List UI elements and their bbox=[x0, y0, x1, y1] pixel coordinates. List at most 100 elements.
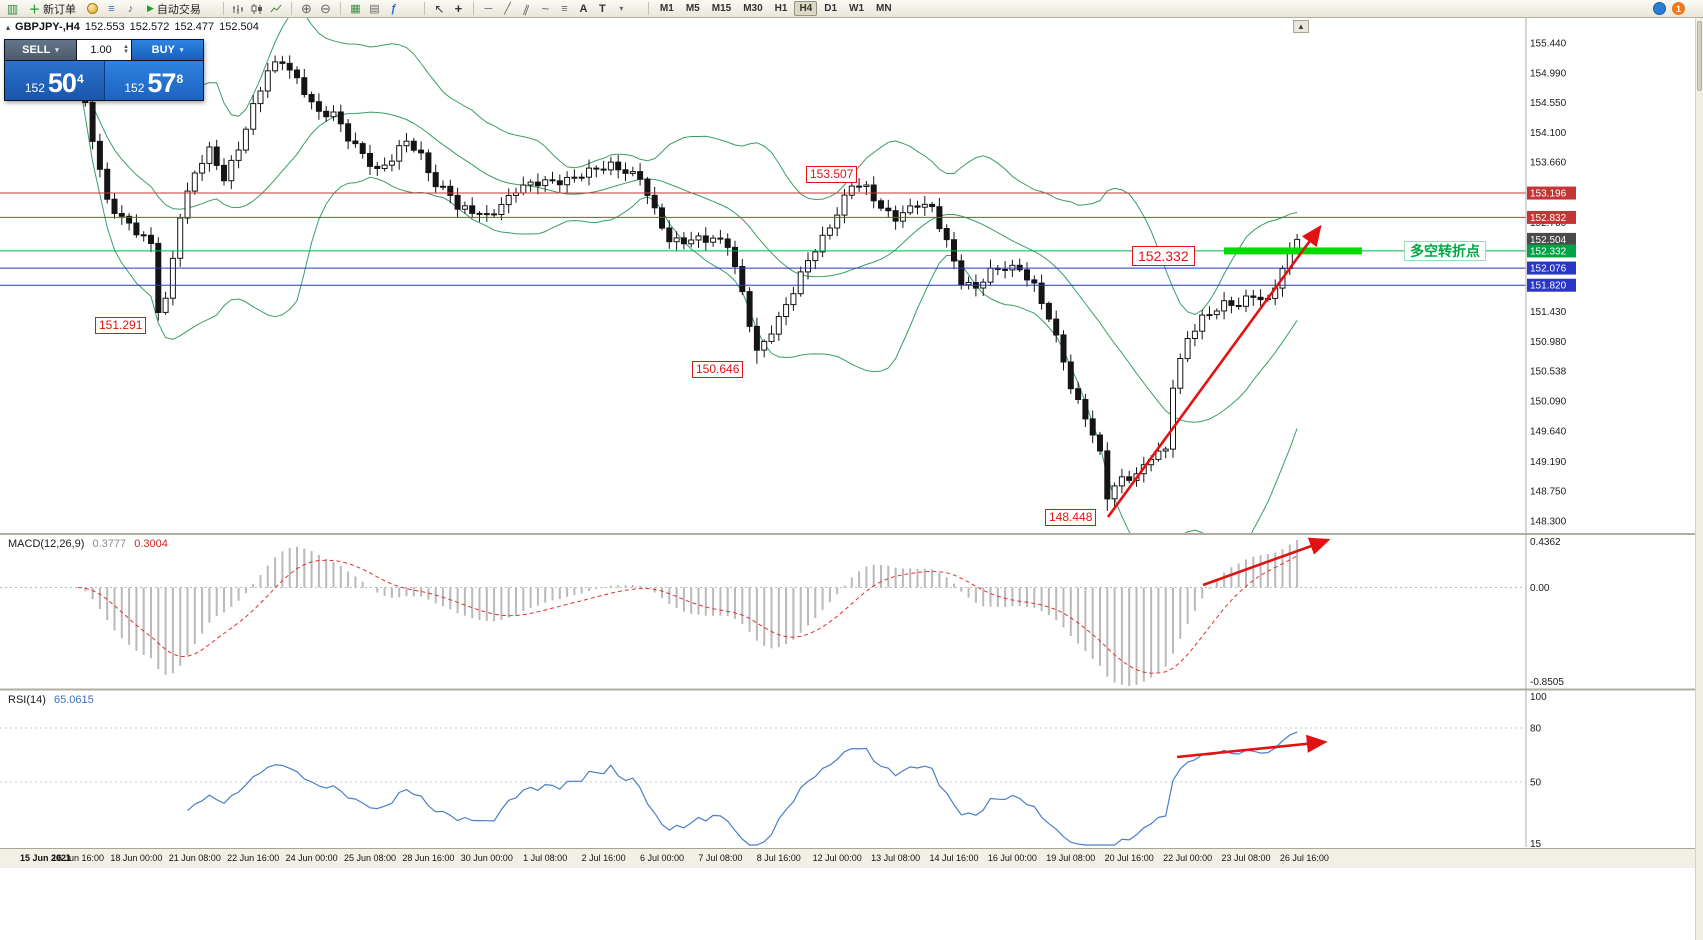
candle-body bbox=[578, 176, 585, 179]
sell-button[interactable]: SELL ▾ bbox=[5, 40, 76, 60]
timeframe-h4[interactable]: H4 bbox=[794, 1, 818, 16]
label-tool-icon[interactable]: T bbox=[599, 2, 606, 15]
candlestick-glyph bbox=[251, 3, 263, 14]
candle-body bbox=[491, 213, 498, 216]
cursor-icon[interactable]: ↖ bbox=[434, 1, 445, 16]
candle-body bbox=[1053, 318, 1060, 336]
buy-price-button[interactable]: 152 57 8 bbox=[104, 61, 203, 100]
timeframe-m30[interactable]: M30 bbox=[738, 1, 767, 16]
horizontal-line-icon[interactable]: ─ bbox=[484, 2, 493, 15]
ohlc-open: 152.553 bbox=[84, 21, 125, 33]
candle-body bbox=[140, 234, 147, 237]
toolbar-separator bbox=[339, 2, 341, 15]
new-order-button[interactable]: ＋ 新订单 bbox=[23, 1, 82, 17]
candle-body bbox=[330, 111, 337, 118]
symbol-period-label: GBPJPY-,H4 bbox=[15, 21, 80, 33]
candle-body bbox=[892, 210, 899, 222]
price-axis-label: 148.750 bbox=[1530, 486, 1567, 497]
macd-main-value: 0.3777 bbox=[92, 538, 127, 550]
vertical-scrollbar[interactable] bbox=[1695, 18, 1703, 940]
price-tag bbox=[1527, 261, 1576, 275]
candle-body bbox=[1250, 295, 1257, 298]
candle-body bbox=[702, 235, 709, 243]
auto-trading-button[interactable]: ▶ 自动交易 bbox=[141, 1, 207, 17]
price-tag-label: 151.820 bbox=[1530, 281, 1567, 292]
zoom-in-icon[interactable]: ⊕ bbox=[300, 0, 312, 16]
market-watch-icon[interactable]: ≡ bbox=[108, 2, 115, 15]
price-tag bbox=[1527, 232, 1576, 246]
express-icon[interactable] bbox=[84, 1, 101, 17]
community-icon[interactable] bbox=[1653, 2, 1666, 15]
scroll-up-button[interactable]: ▲ bbox=[1293, 20, 1309, 33]
buy-price-big: 57 bbox=[147, 68, 176, 98]
time-axis-label: 22 Jun 16:00 bbox=[227, 853, 280, 863]
timeframe-m15[interactable]: M15 bbox=[707, 1, 736, 16]
candle-body bbox=[337, 111, 344, 125]
tile-windows-icon[interactable]: ▦ bbox=[350, 3, 361, 15]
bar-chart-glyph bbox=[233, 4, 244, 14]
scrollbar-thumb[interactable] bbox=[1697, 21, 1702, 91]
candlestick-chart-icon[interactable] bbox=[249, 1, 266, 17]
sell-price-button[interactable]: 152 50 4 bbox=[5, 61, 105, 100]
candle-body bbox=[228, 159, 235, 182]
timeframe-mn[interactable]: MN bbox=[871, 1, 897, 16]
candle-body bbox=[1235, 305, 1242, 307]
candle-body bbox=[1024, 269, 1030, 281]
volume-spinner[interactable]: ▲ ▼ bbox=[123, 44, 129, 55]
macd-axis-label: -0.8505 bbox=[1530, 677, 1564, 688]
volume-input[interactable] bbox=[79, 44, 124, 56]
candle-body bbox=[644, 178, 651, 196]
time-axis-label: 18 Jun 00:00 bbox=[110, 853, 163, 863]
crosshair-icon[interactable]: + bbox=[454, 1, 463, 16]
time-axis-label: 24 Jun 00:00 bbox=[285, 853, 338, 863]
quick-trade-toggle-icon[interactable]: ▴ bbox=[6, 22, 11, 32]
candle-body bbox=[841, 194, 848, 216]
notification-badge[interactable]: 1 bbox=[1672, 2, 1685, 15]
zoom-out-icon[interactable]: ⊖ bbox=[319, 0, 331, 16]
price-tag bbox=[1527, 210, 1576, 224]
channel-icon[interactable]: ∥ bbox=[521, 2, 531, 16]
timeframe-d1[interactable]: D1 bbox=[819, 1, 842, 16]
toolbar-separator bbox=[472, 2, 474, 15]
fibonacci-icon[interactable]: ≡ bbox=[561, 2, 568, 15]
candle-body bbox=[213, 146, 220, 166]
ohlc-low: 152.477 bbox=[174, 21, 215, 33]
candle-body bbox=[359, 143, 366, 155]
profiles-icon[interactable]: ▤ bbox=[369, 3, 380, 15]
timeframe-m1[interactable]: M1 bbox=[655, 1, 679, 16]
macd-plot bbox=[0, 540, 1526, 686]
buy-dropdown-icon: ▾ bbox=[179, 47, 184, 54]
buy-button[interactable]: BUY ▾ bbox=[132, 40, 203, 60]
price-axis-label: 154.100 bbox=[1530, 128, 1567, 139]
candle-body bbox=[651, 194, 658, 209]
timeframe-w1[interactable]: W1 bbox=[844, 1, 869, 16]
candle-body bbox=[126, 215, 133, 224]
candle-body bbox=[184, 190, 191, 219]
spinner-down-icon[interactable]: ▼ bbox=[123, 49, 129, 55]
bar-chart-icon[interactable] bbox=[230, 1, 247, 17]
line-chart-icon[interactable] bbox=[268, 1, 285, 17]
candle-body bbox=[118, 213, 125, 217]
text-tool-icon[interactable]: A bbox=[579, 2, 588, 15]
candle-body bbox=[272, 61, 279, 72]
candle-body bbox=[856, 185, 863, 188]
macd-signal-value: 0.3004 bbox=[134, 538, 168, 550]
alerts-icon[interactable]: ♪ bbox=[127, 2, 134, 15]
indicators-icon[interactable]: ƒ bbox=[390, 2, 397, 15]
chart-window-icon[interactable]: ▥ bbox=[6, 1, 19, 16]
candle-body bbox=[680, 237, 687, 245]
time-axis-label: 21 Jun 08:00 bbox=[168, 853, 221, 863]
timeframe-h1[interactable]: H1 bbox=[770, 1, 793, 16]
arrows-tool-icon[interactable]: ▾ bbox=[619, 4, 624, 13]
trendline-icon[interactable]: ╱ bbox=[504, 3, 511, 15]
cycle-lines-icon[interactable]: ~ bbox=[541, 1, 550, 16]
candle-body bbox=[885, 207, 892, 212]
new-order-icon: ＋ bbox=[29, 3, 40, 16]
candle-body bbox=[629, 171, 636, 174]
timeframe-m5[interactable]: M5 bbox=[681, 1, 705, 16]
candle-body bbox=[666, 227, 673, 243]
candle-body bbox=[1111, 485, 1118, 500]
spinner-up-icon[interactable]: ▲ bbox=[123, 44, 129, 50]
candle-body bbox=[352, 140, 359, 145]
